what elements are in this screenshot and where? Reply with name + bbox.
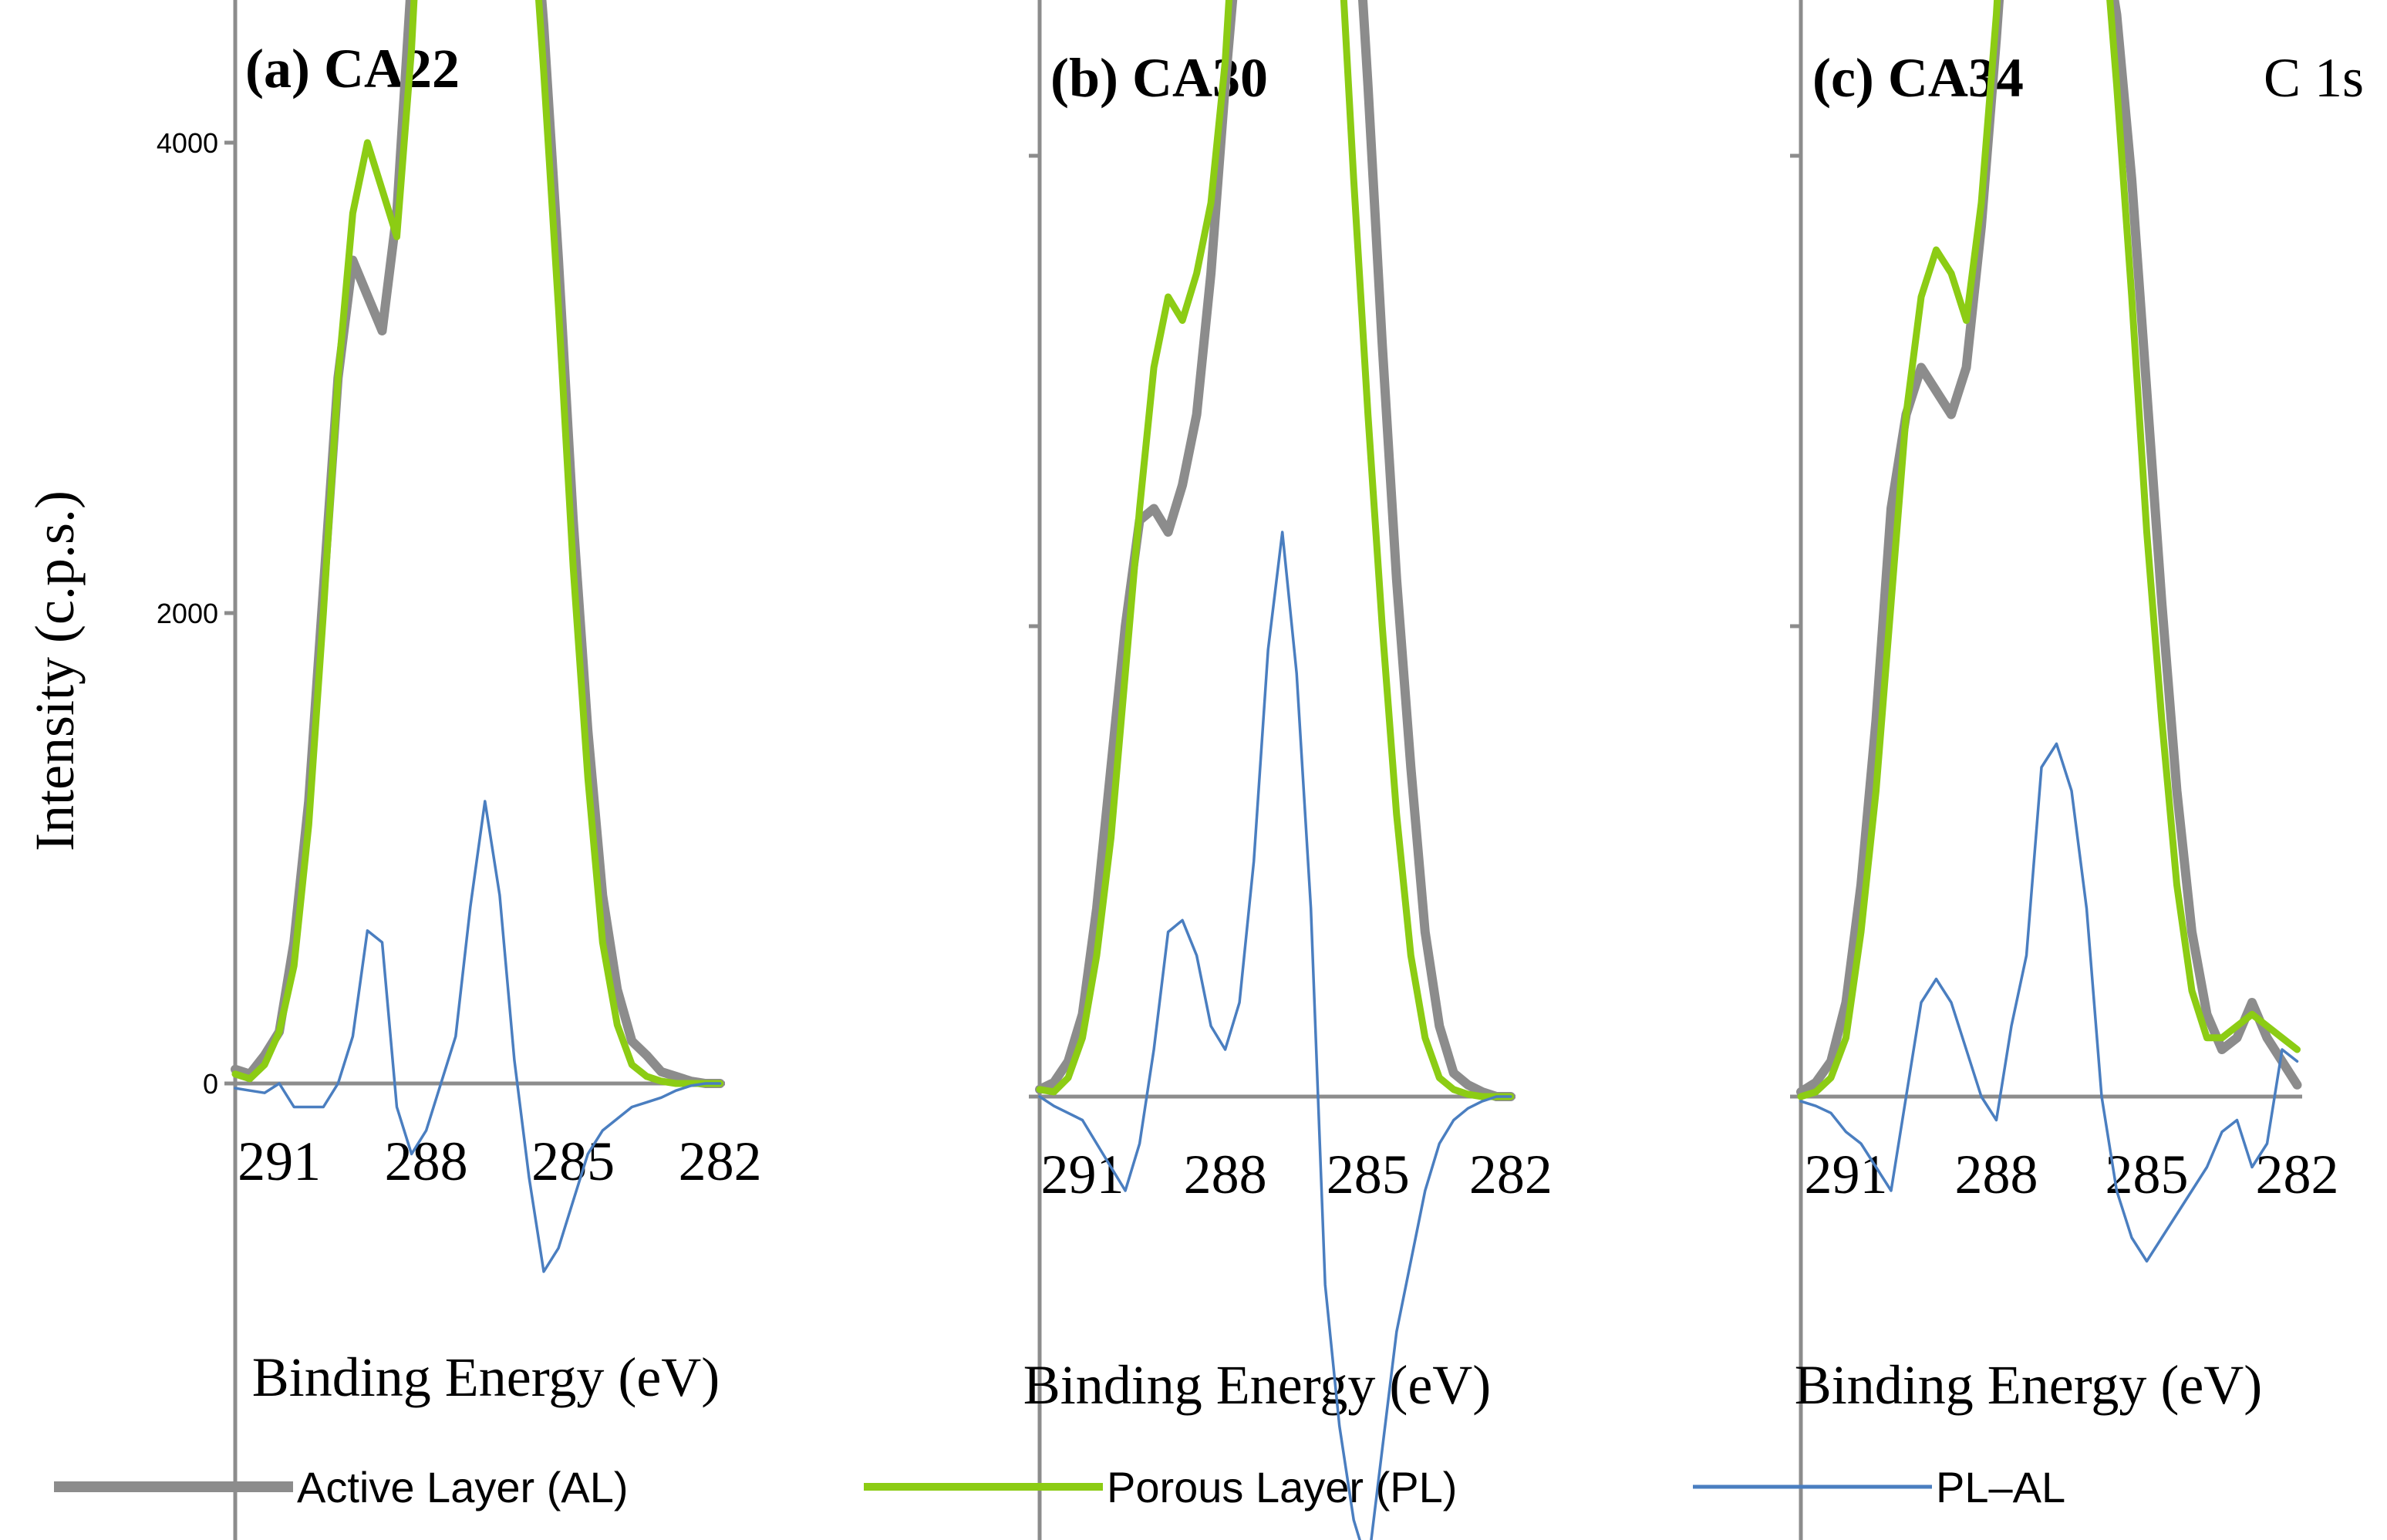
legend-label-active-layer: Active Layer (AL) <box>297 1463 629 1511</box>
panel-b: (b) CA30 Binding Energy (eV) 291 288 285 28… <box>1023 0 1553 1540</box>
x-tick-label: 285 <box>1327 1144 1410 1205</box>
x-axis-title-a: Binding Energy (eV) <box>252 1346 720 1408</box>
element-label: C 1s <box>2264 47 2364 109</box>
x-tick-label: 291 <box>1041 1144 1124 1205</box>
x-tick-label: 288 <box>385 1131 468 1192</box>
x-tick-label: 282 <box>2256 1144 2339 1205</box>
y-tick-label: 4000 <box>157 127 218 159</box>
series-line-active-layer-c <box>1796 0 2302 1097</box>
panel-title-b: (b) CA30 <box>1050 47 1268 109</box>
panel-a: (a) CA22 Binding Energy (eV) -2000 0 2000 4… <box>147 0 762 1540</box>
series-line-pl-minus-al-c <box>1799 742 2299 1263</box>
y-tick-label: 2000 <box>157 598 218 629</box>
panel-c: (c) CA34 Binding Energy (eV) 291 288 285 28… <box>1790 0 2339 1540</box>
legend: Active Layer (AL) Porous Layer (PL) PL–A… <box>54 1463 2065 1511</box>
series-line-porous-layer-a <box>231 0 724 1087</box>
legend-label-porous-layer: Porous Layer (PL) <box>1107 1463 1457 1511</box>
series-line-porous-layer-b <box>1036 0 1515 1100</box>
x-tick-label: 288 <box>1955 1144 2038 1205</box>
x-axis-title-b: Binding Energy (eV) <box>1023 1354 1492 1416</box>
y-tick-label: 0 <box>203 1068 218 1100</box>
series-line-porous-layer-c <box>1797 0 2301 1100</box>
panel-title-a: (a) CA22 <box>245 38 460 99</box>
x-tick-label: 282 <box>1469 1144 1553 1205</box>
series-line-pl-minus-al-a <box>234 800 722 1273</box>
x-axis-title-c: Binding Energy (eV) <box>1795 1354 2263 1416</box>
y-axis-title: Intensity (c.p.s.) <box>24 490 86 851</box>
x-tick-label: 282 <box>679 1131 762 1192</box>
x-tick-label: 291 <box>1805 1144 1888 1205</box>
series-line-active-layer-b <box>1035 0 1515 1101</box>
y-tick-label: -2000 <box>147 1538 218 1540</box>
x-tick-label: 285 <box>531 1131 615 1192</box>
series-line-pl-minus-al-b <box>1038 531 1512 1540</box>
legend-label-pl-minus-al: PL–AL <box>1936 1463 2065 1511</box>
x-tick-label: 288 <box>1184 1144 1267 1205</box>
x-tick-label: 291 <box>238 1131 321 1192</box>
